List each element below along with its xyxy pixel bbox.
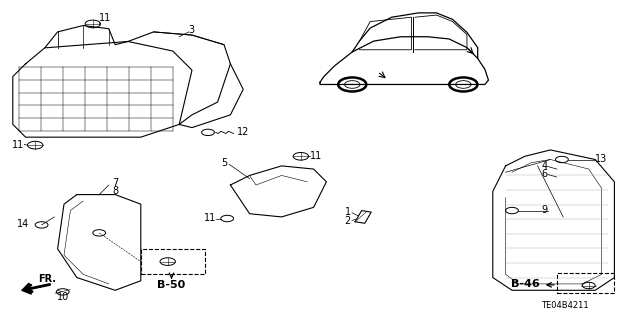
Text: 11: 11 xyxy=(204,213,216,223)
Text: 3: 3 xyxy=(189,25,195,35)
Text: 7: 7 xyxy=(112,178,118,189)
Text: 2: 2 xyxy=(344,216,351,226)
Text: 5: 5 xyxy=(221,158,227,168)
Text: TE04B4211: TE04B4211 xyxy=(541,301,588,310)
Text: 4: 4 xyxy=(541,161,547,171)
Text: 11: 11 xyxy=(99,12,111,23)
Text: 11: 11 xyxy=(310,151,323,161)
Text: 1: 1 xyxy=(344,207,351,217)
Text: 13: 13 xyxy=(595,154,607,164)
Bar xyxy=(141,249,205,274)
FancyArrowPatch shape xyxy=(25,285,50,292)
Text: 8: 8 xyxy=(112,186,118,197)
Text: 9: 9 xyxy=(541,205,548,215)
Text: 12: 12 xyxy=(237,127,249,137)
Text: 14: 14 xyxy=(17,219,29,229)
Text: 6: 6 xyxy=(541,169,547,179)
Text: B-50: B-50 xyxy=(157,279,186,290)
Text: 11: 11 xyxy=(12,139,24,150)
Text: 10: 10 xyxy=(56,292,69,302)
Text: FR.: FR. xyxy=(38,274,56,285)
Text: B-46: B-46 xyxy=(511,279,540,289)
Bar xyxy=(557,273,614,293)
FancyArrowPatch shape xyxy=(22,283,50,294)
